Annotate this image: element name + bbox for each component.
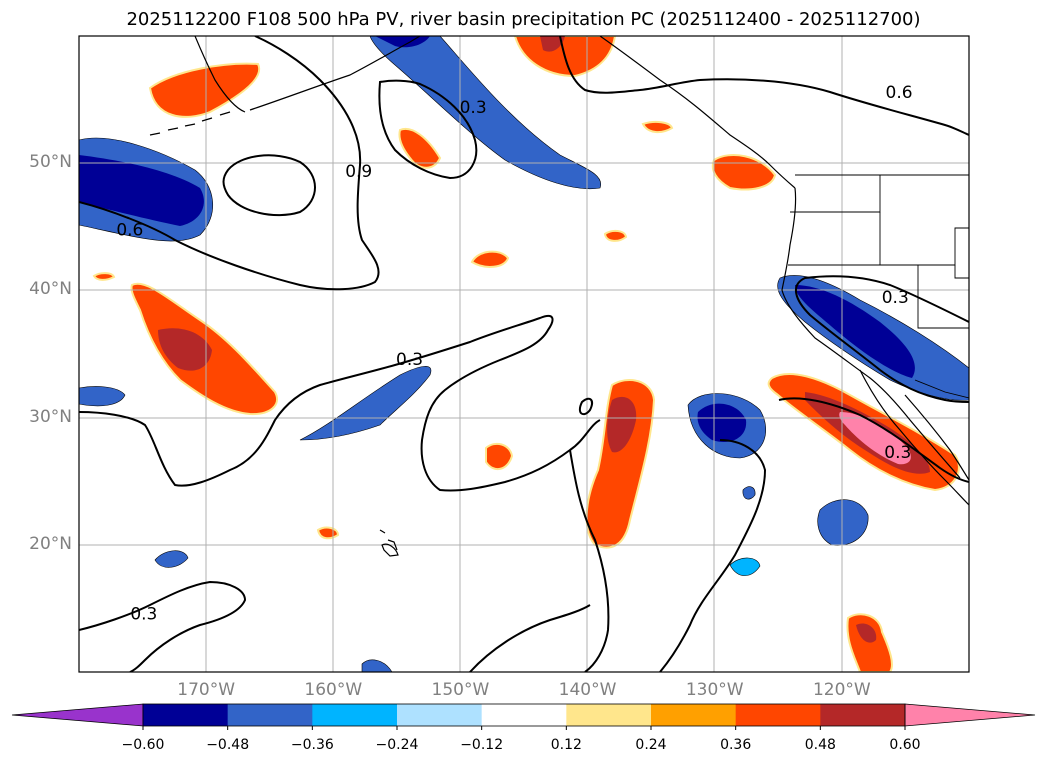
colorbar-segment [566, 704, 652, 726]
colorbar-segment [820, 704, 906, 726]
contour-label: 0.3 [460, 98, 487, 118]
neg-region-california-core [795, 285, 915, 378]
contour-labels: 0.9 0.6 0.3 0.6 0.3 0.3 0.3 0.3 [116, 83, 913, 625]
pv-contour-0.3-south-curve [569, 449, 610, 672]
map-frame [78, 35, 970, 673]
contour-label: 0.6 [886, 83, 913, 103]
pv-contours [79, 36, 969, 672]
pv-contour-0.9 [222, 154, 316, 217]
pv-contour-0.3-subtropic [79, 314, 601, 492]
lat-tick-label: 50°N [29, 152, 72, 173]
contour-label: 0.3 [882, 288, 909, 308]
neg-region-small-1 [154, 550, 189, 568]
pos-region-small-mid [641, 120, 674, 134]
contour-label: 0.3 [130, 604, 157, 624]
colorbar-tick-label: −0.36 [290, 737, 334, 753]
pos-region-north-1 [148, 62, 261, 118]
lon-tick-label: 120°W [812, 680, 871, 700]
border-nv [879, 212, 969, 329]
colorbar-tick-label: 0.36 [720, 737, 752, 753]
colorbar-tick-label: −0.24 [375, 737, 419, 753]
lat-tick-label: 30°N [29, 406, 72, 427]
pos-region-small-1 [603, 229, 628, 242]
neg-region-east-pacific-core [697, 403, 747, 442]
aleutian-islands [149, 111, 231, 136]
colorbar-segment [397, 704, 483, 726]
pv-contour-0.3-gulf [378, 79, 478, 180]
pv-contour-small-loop [578, 397, 593, 416]
border-ca-or [788, 227, 969, 266]
colorbar-segment [481, 704, 567, 726]
neg-region-small-3 [742, 486, 756, 500]
pos-region-south-east-core [856, 623, 877, 643]
pos-region-small-5 [316, 526, 340, 540]
positive-precip-shading [92, 36, 960, 672]
pv-contour-0.3-southwest [79, 580, 247, 672]
pv-contour-0.3-baja [778, 397, 969, 483]
contour-label: 0.3 [884, 443, 911, 463]
colorbar-extend-low [11, 703, 144, 727]
pos-region-small-aleut [398, 127, 442, 169]
lon-tick-label: 150°W [431, 680, 490, 700]
colorbar-tick-label: 0.48 [804, 737, 836, 753]
neg-region-se [817, 499, 869, 546]
contour-label: 0.6 [116, 220, 143, 240]
colorbar-segment [651, 704, 737, 726]
colorbar-segment [735, 704, 821, 726]
colorbar-segment [143, 704, 229, 726]
lat-tick-label: 20°N [29, 533, 72, 554]
pv-contour-0.6-west [79, 36, 380, 291]
colorbar-segment [312, 704, 398, 726]
pos-region-pnw [711, 154, 777, 191]
colorbar-tick-label: 0.24 [635, 737, 667, 753]
mexico-coast [904, 394, 969, 481]
pv-contour-0.3-mid-east [659, 439, 767, 672]
chart-title: 2025112200 F108 500 hPa PV, river basin … [126, 9, 921, 30]
pos-region-small-4 [485, 442, 514, 471]
pos-region-north-2-core [540, 36, 565, 52]
lat-tick-label: 40°N [29, 279, 72, 300]
pos-region-small-3 [92, 272, 116, 281]
colorbar-extend-high [904, 703, 1036, 727]
pos-region-central-band-core [607, 396, 637, 453]
neg-region-west-small [79, 386, 126, 407]
canada-coast [599, 36, 796, 189]
pos-region-west-central-core [158, 328, 212, 371]
colorbar-tick-label: −0.12 [460, 737, 504, 753]
hawaii-islands [379, 529, 399, 557]
lon-tick-label: 170°W [177, 680, 236, 700]
state-borders [788, 174, 969, 399]
neg-region-nw-core [79, 155, 204, 226]
pv-contour-0.3-east [795, 275, 969, 403]
pv-contour-0.3-north [559, 36, 969, 136]
border-mexico [914, 379, 969, 399]
neg-region-small-2 [729, 557, 761, 576]
border-az [954, 265, 969, 279]
colorbar-frame [142, 703, 906, 727]
colorbar-tick-label: 0.12 [550, 737, 582, 753]
colorbar-tick-label: −0.48 [206, 737, 250, 753]
lon-tick-label: 140°W [558, 680, 617, 700]
lon-tick-label: 160°W [304, 680, 363, 700]
colorbar [11, 703, 1036, 730]
alaska-coast [194, 36, 421, 113]
us-west-coast [781, 187, 961, 479]
pos-region-small-2 [470, 250, 510, 268]
contour-label: 0.3 [396, 350, 423, 370]
neg-region-gulf-alaska [369, 36, 602, 190]
colorbar-tick-label: −0.60 [121, 737, 165, 753]
contour-label: 0.9 [345, 162, 372, 182]
lon-tick-label: 130°W [685, 680, 744, 700]
colorbar-segment [227, 704, 313, 726]
colorbar-tick-label: 0.60 [889, 737, 921, 753]
pos-region-baja-core [839, 412, 911, 465]
map-area: 0.9 0.6 0.3 0.6 0.3 0.3 0.3 0.3 [79, 36, 969, 672]
neg-region-south-bottom [361, 659, 393, 672]
graticule [79, 36, 969, 672]
pv-contour-0.3-bottom [469, 604, 591, 672]
